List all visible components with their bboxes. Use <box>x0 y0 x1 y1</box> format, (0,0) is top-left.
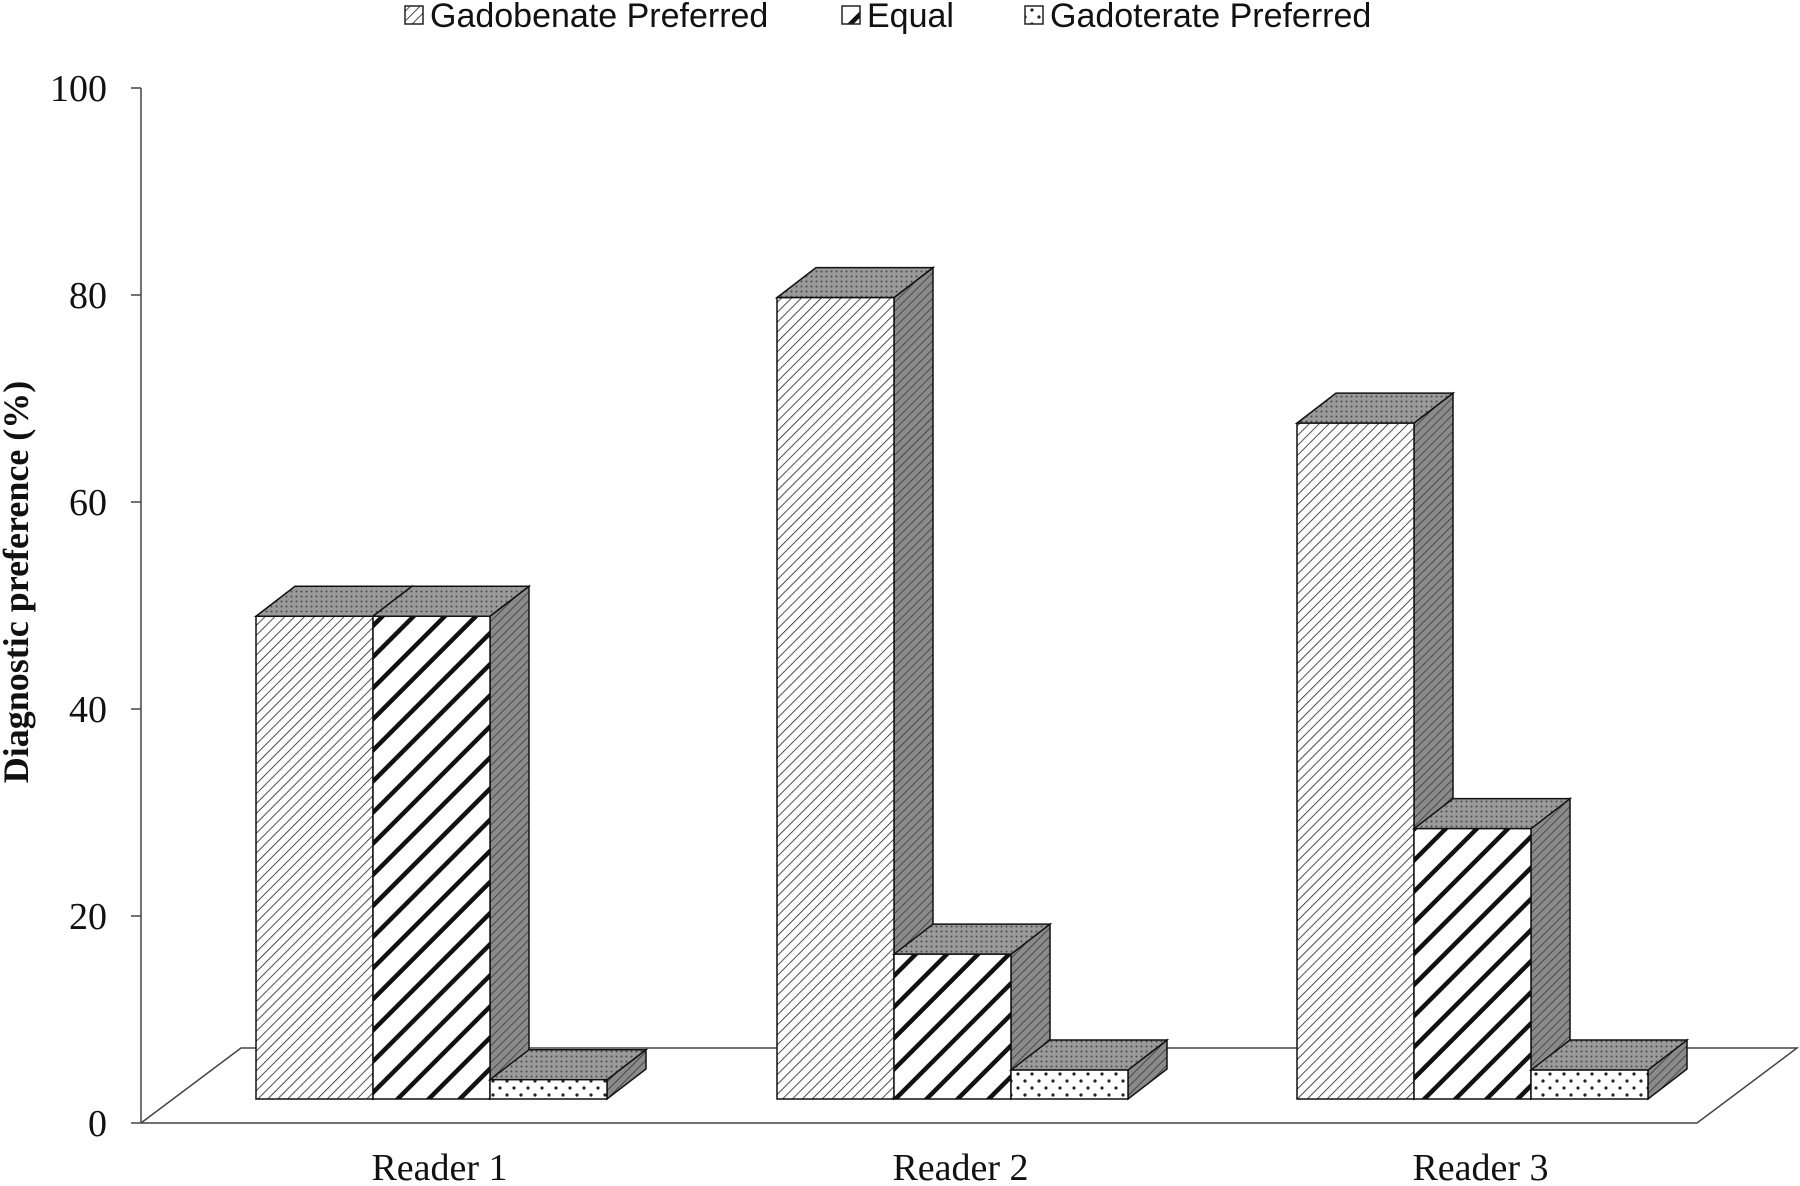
legend-item: Gadoterate Preferred <box>1024 0 1371 35</box>
bar <box>372 615 491 1100</box>
plot-frame: 0 20 40 60 80 100 <box>50 68 1800 1145</box>
legend-item: Equal <box>841 0 954 35</box>
y-tick-label: 60 <box>69 482 107 524</box>
bar <box>255 615 374 1100</box>
bar <box>776 296 895 1100</box>
bars: Reader 1 Reader 2 Reader 3 <box>253 266 1690 1186</box>
x-category-label: Reader 3 <box>1412 1147 1548 1186</box>
y-tick-label: 80 <box>69 275 107 317</box>
legend-label: Gadoterate Preferred <box>1050 0 1371 35</box>
bar-group: Reader 3 <box>1294 391 1690 1186</box>
bar <box>1010 1069 1129 1100</box>
legend: Gadobenate Preferred Equal Gadoterate Pref… <box>404 0 1371 35</box>
legend-item: Gadobenate Preferred <box>404 0 768 35</box>
y-axis-title: Diagnostic preference (%) <box>0 381 36 784</box>
bar <box>893 953 1012 1100</box>
bar <box>489 1078 608 1100</box>
legend-label: Gadobenate Preferred <box>430 0 768 35</box>
y-tick-label: 0 <box>88 1103 107 1145</box>
y-tick-label: 40 <box>69 689 107 731</box>
bar-side <box>489 584 530 1101</box>
bar <box>1413 827 1532 1100</box>
x-category-label: Reader 1 <box>371 1147 507 1186</box>
legend-label: Equal <box>867 0 954 35</box>
y-tick-label: 20 <box>69 896 107 938</box>
floor <box>140 1047 1800 1124</box>
bar <box>1296 422 1415 1100</box>
legend-swatch <box>841 5 861 25</box>
y-tick-label: 100 <box>50 68 107 110</box>
bar-group: Reader 2 <box>774 266 1170 1186</box>
legend-swatch <box>404 5 424 25</box>
bar <box>1530 1069 1649 1100</box>
x-category-label: Reader 2 <box>892 1147 1028 1186</box>
bar-group: Reader 1 <box>253 584 649 1186</box>
legend-swatch <box>1024 5 1044 25</box>
